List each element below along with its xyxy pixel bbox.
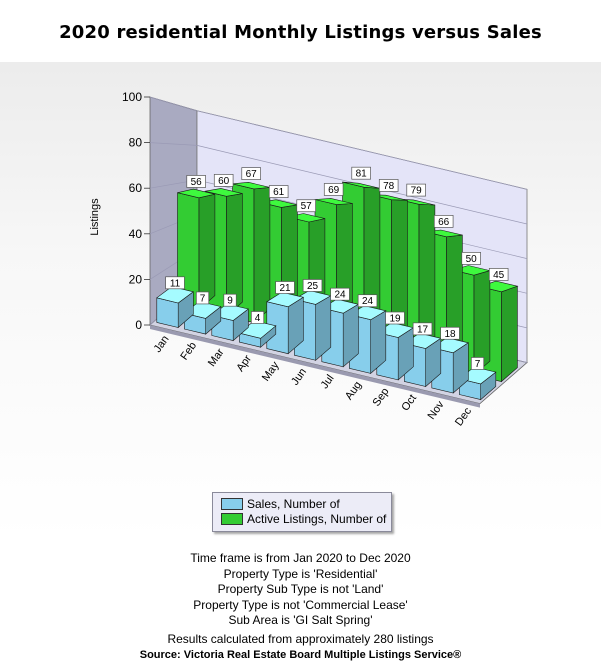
x-tick-label-oct: Oct [399,392,419,413]
data-label-box [330,287,350,301]
legend-item-active-listings: Active Listings, Number of [221,512,386,526]
data-label-box [213,174,234,187]
data-label-box [440,326,460,340]
data-label-sales-oct: 17 [417,324,429,335]
data-label-sales-sep: 19 [389,314,401,325]
data-label-active-listings-oct: 66 [438,217,450,228]
data-label-sales-jan: 11 [170,278,181,289]
chart-area: 0 20 40 60 80 100 Listings 56 60 67 61 57 69 81 78 79 66… [0,62,601,540]
data-label-box [357,294,378,308]
data-label-sales-aug: 24 [362,296,374,307]
footer-line-property-type: Property Type is 'Residential' [223,566,378,581]
data-label-box [470,357,485,370]
y-axis-label: Listings [89,198,101,236]
y-tick-label: 60 [129,181,143,195]
data-label-box [275,281,295,294]
data-label-box [351,166,371,180]
data-label-active-listings-jan: 56 [191,177,203,188]
data-label-sales-mar: 9 [227,296,233,307]
data-label-box [223,293,237,307]
legend: Sales, Number of Active Listings, Number… [212,492,392,532]
data-label-box [302,279,323,292]
data-label-active-listings-mar: 67 [246,169,258,180]
legend-label-active-listings: Active Listings, Number of [247,512,387,526]
floor-edge [150,325,480,408]
gridline [149,142,528,225]
data-label-box [385,311,405,325]
data-label-box [250,311,265,324]
footer-source: Source: Victoria Real Estate Board Multi… [139,648,462,661]
data-label-box [268,185,289,198]
x-tick-label-feb: Feb [178,340,199,362]
y-tick-label: 0 [135,318,142,332]
data-label-box [195,291,210,305]
data-label-box [412,322,433,336]
data-label-active-listings-dec: 45 [493,270,505,281]
x-tick-label-nov: Nov [426,399,447,422]
bar-top-sales-jan [156,286,194,304]
data-label-box [165,276,185,290]
data-label-active-listings-may: 57 [301,201,313,212]
x-tick-label-apr: Apr [234,353,254,374]
bar-top-active-listings-feb [204,188,243,197]
y-tick-label: 100 [122,90,142,104]
bar-top-active-listings-jun [314,198,353,205]
gridline [149,96,528,190]
legend-swatch-sales [221,497,243,510]
data-label-sales-may: 21 [279,283,291,294]
footer-line-timeframe: Time frame is from Jan 2020 to Dec 2020 [190,551,411,565]
bar-top-active-listings-jan [177,188,215,199]
data-label-box [296,199,316,213]
data-label-box [378,179,399,192]
data-label-box [186,175,206,188]
x-tick-label-jun: Jun [289,366,309,387]
data-label-box [488,268,509,281]
legend-item-sales: Sales, Number of [221,497,340,511]
footer-line-sub-type: Property Sub Type is not 'Land' [217,582,384,597]
footer-line-sub-area: Sub Area is 'GI Salt Spring' [228,613,373,628]
x-tick-label-dec: Dec [453,405,474,428]
x-tick-label-aug: Aug [343,379,364,402]
y-tick-label: 40 [129,227,143,241]
data-label-active-listings-jun: 69 [328,185,340,196]
x-tick-label-mar: Mar [206,346,227,369]
data-label-active-listings-apr: 61 [273,187,285,198]
x-tick-label-may: May [260,359,282,383]
data-label-box [241,167,261,180]
bar-top-sales-apr [238,320,277,339]
data-label-sales-apr: 4 [255,313,261,324]
bar-side-active-listings-dec [501,285,518,383]
footer-results: Results calculated from approximately 28… [167,631,434,646]
data-label-active-listings-nov: 50 [466,254,478,265]
data-label-sales-jun: 25 [307,281,319,292]
x-tick-label-jan: Jan [152,333,172,354]
x-tick-label-jul: Jul [319,373,337,391]
footer-line-not-commercial: Property Type is not 'Commercial Lease' [193,597,408,612]
data-label-sales-nov: 18 [444,329,456,340]
chart-title: 2020 residential Monthly Listings versus… [59,22,542,43]
data-label-active-listings-aug: 78 [383,181,395,192]
legend-swatch-active-listings [221,512,243,525]
bar-top-sales-may [266,291,305,308]
data-label-sales-feb: 7 [200,293,206,304]
data-label-sales-jul: 24 [334,290,346,301]
x-tick-label-sep: Sep [371,386,392,409]
data-label-box [433,215,454,228]
y-tick-label: 20 [129,272,143,286]
data-label-box [461,252,481,265]
legend-label-sales: Sales, Number of [247,497,340,511]
data-label-box [323,183,344,196]
data-label-active-listings-sep: 79 [411,186,423,197]
data-label-sales-dec: 7 [475,359,481,370]
data-label-active-listings-jul: 81 [356,169,368,180]
y-tick-label: 80 [129,136,143,150]
data-label-active-listings-feb: 60 [218,176,230,187]
chart-footer: Time frame is from Jan 2020 to Dec 2020 … [0,551,601,663]
data-label-box [406,183,426,197]
